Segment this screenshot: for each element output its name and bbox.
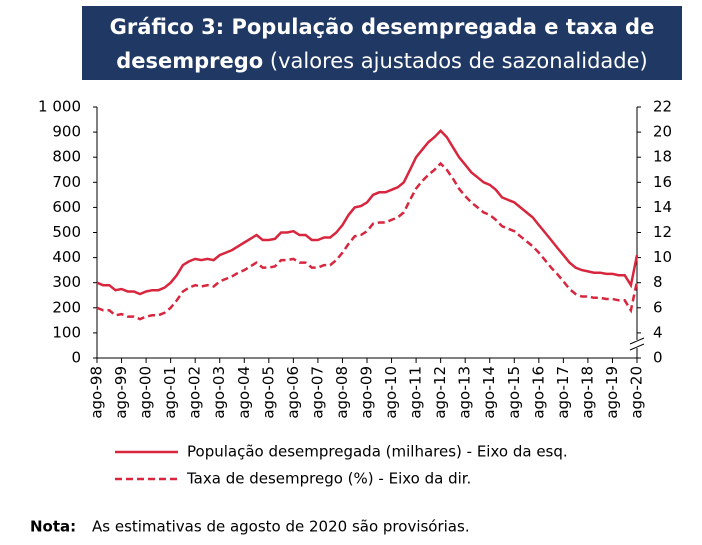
x-tick-label: ago-16 bbox=[529, 366, 547, 419]
series-line bbox=[96, 161, 639, 321]
y2-tick-label: 6 bbox=[653, 298, 663, 316]
title-box: Gráfico 3: População desempregada e taxa… bbox=[82, 6, 682, 80]
chart-subtitle: (valores ajustados de sazonalidade) bbox=[269, 49, 648, 73]
x-tick-label: ago-13 bbox=[456, 366, 474, 419]
y-tick-label: 100 bbox=[52, 323, 81, 341]
y-tick-label: 800 bbox=[52, 148, 81, 166]
x-tick-label: ago-12 bbox=[431, 366, 449, 419]
y2-tick-label: 12 bbox=[653, 223, 672, 241]
axis-break-gap bbox=[631, 340, 643, 348]
x-tick-label: ago-10 bbox=[382, 366, 400, 419]
chart-title: Gráfico 3: População desempregada e taxa… bbox=[109, 15, 655, 73]
y-tick-label: 0 bbox=[71, 349, 81, 367]
x-tick-label: ago-17 bbox=[554, 366, 572, 419]
y2-tick-label: 22 bbox=[653, 98, 672, 116]
y2-tick-label: 10 bbox=[653, 248, 672, 266]
y-tick-label: 1 000 bbox=[38, 98, 81, 116]
y2-tick-label: 4 bbox=[653, 323, 663, 341]
y2-tick-label: 14 bbox=[653, 198, 672, 216]
x-tick-label: ago-09 bbox=[358, 366, 376, 419]
y-tick-label: 200 bbox=[52, 298, 81, 316]
x-tick-label: ago-18 bbox=[578, 366, 596, 419]
x-tick-label: ago-15 bbox=[505, 366, 523, 419]
note-label: Nota: bbox=[30, 518, 76, 536]
y2-tick-label: 20 bbox=[653, 123, 672, 141]
x-tick-label: ago-11 bbox=[407, 366, 425, 419]
y2-tick-label: 0 bbox=[653, 349, 663, 367]
x-tick-label: ago-08 bbox=[333, 366, 351, 419]
x-tick-label: ago-99 bbox=[112, 366, 130, 419]
y-tick-label: 900 bbox=[52, 123, 81, 141]
series-line bbox=[96, 129, 639, 296]
x-tick-label: ago-01 bbox=[161, 366, 179, 419]
x-tick-label: ago-02 bbox=[186, 366, 204, 419]
y-tick-label: 700 bbox=[52, 173, 81, 191]
note: As estimativas de agosto de 2020 são pro… bbox=[92, 518, 470, 536]
x-tick-label: ago-04 bbox=[235, 366, 253, 419]
y2-tick-label: 8 bbox=[653, 273, 663, 291]
x-tick-label: ago-20 bbox=[628, 366, 646, 419]
x-tick-label: ago-00 bbox=[137, 366, 155, 419]
x-tick-label: ago-19 bbox=[603, 366, 621, 419]
y2-tick-label: 18 bbox=[653, 148, 672, 166]
y-tick-label: 500 bbox=[52, 223, 81, 241]
y-tick-label: 300 bbox=[52, 273, 81, 291]
y2-tick-label: 16 bbox=[653, 173, 672, 191]
x-tick-label: ago-98 bbox=[88, 366, 106, 419]
axis-break bbox=[629, 343, 645, 351]
y-tick-label: 400 bbox=[52, 248, 81, 266]
x-tick-label: ago-14 bbox=[480, 366, 498, 419]
x-tick-label: ago-06 bbox=[284, 366, 302, 419]
y-tick-label: 600 bbox=[52, 198, 81, 216]
axis-break bbox=[629, 337, 645, 345]
legend-label: Taxa de desemprego (%) - Eixo da dir. bbox=[186, 470, 471, 488]
x-tick-label: ago-05 bbox=[259, 366, 277, 419]
x-tick-label: ago-03 bbox=[210, 366, 228, 419]
legend-label: População desempregada (milhares) - Eixo… bbox=[187, 443, 568, 461]
x-tick-label: ago-07 bbox=[308, 366, 326, 419]
